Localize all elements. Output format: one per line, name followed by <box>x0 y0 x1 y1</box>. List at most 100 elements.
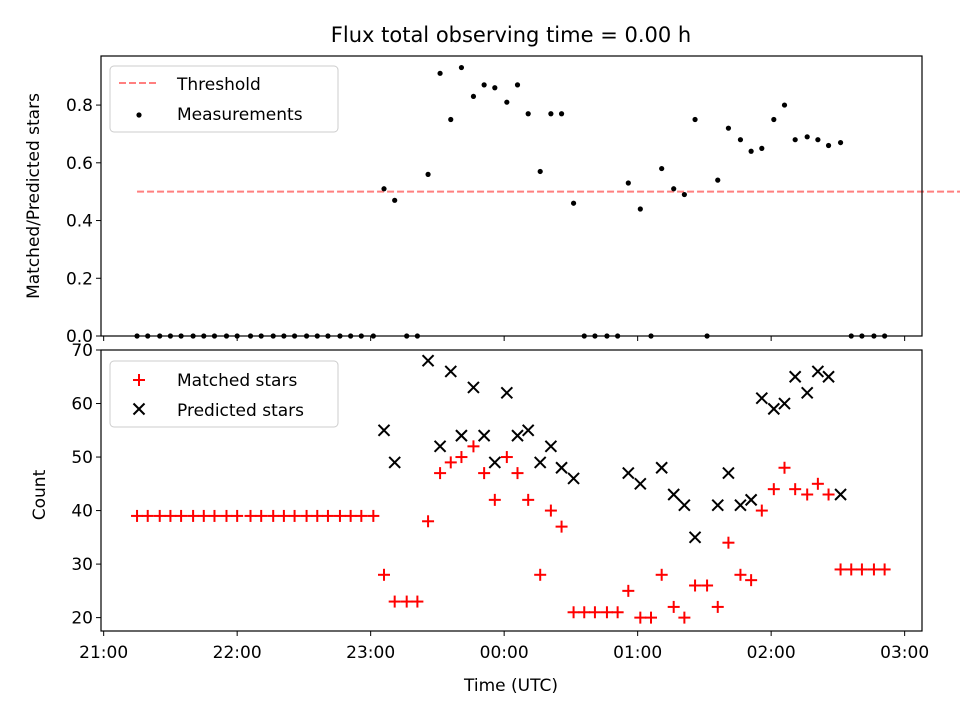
predicted-stars-point <box>744 493 758 507</box>
matched-stars-point <box>755 504 768 517</box>
matched-stars-point <box>488 493 501 506</box>
measurements-point <box>504 99 510 105</box>
legend-measurements-marker <box>136 112 142 118</box>
predicted-stars-point <box>377 424 391 437</box>
predicted-stars-point <box>567 472 580 485</box>
x-axis-label: Time (UTC) <box>463 676 558 696</box>
matched-stars-point <box>455 451 468 464</box>
y-tick-label: 70 <box>71 341 93 361</box>
predicted-stars-point <box>678 499 691 512</box>
matched-stars-point <box>378 568 391 581</box>
x-tick-label: 21:00 <box>79 643 128 663</box>
measurements-point <box>437 70 443 76</box>
matched-stars-point <box>655 568 668 581</box>
legend-matched-marker <box>133 374 145 386</box>
matched-stars-point <box>434 467 447 480</box>
predicted-stars-point <box>755 391 769 405</box>
bottom-y-axis-label: Count <box>30 469 50 520</box>
predicted-stars-point <box>811 365 825 378</box>
measurements-point <box>804 134 810 140</box>
measurements-point <box>825 142 832 149</box>
predicted-stars-point <box>622 466 635 480</box>
predicted-stars-point <box>488 456 502 469</box>
matched-stars-point <box>767 483 780 496</box>
matched-stars-point <box>544 504 557 517</box>
matched-stars-point <box>267 509 280 522</box>
chart-title: Flux total observing time = 0.00 h <box>331 23 691 47</box>
matched-stars-point <box>208 509 221 522</box>
matched-stars-point <box>855 563 868 576</box>
matched-stars-point <box>231 509 244 522</box>
measurements-point <box>815 137 821 143</box>
matched-stars-point <box>255 509 268 522</box>
measurements-point <box>792 137 798 143</box>
matched-stars-point <box>400 595 413 608</box>
predicted-stars-point <box>834 488 847 501</box>
matched-stars-point <box>321 509 334 522</box>
matched-stars-point <box>522 493 535 506</box>
measurements-point <box>748 148 754 154</box>
predicted-stars-point <box>711 499 724 512</box>
measurements-point <box>381 186 387 192</box>
matched-stars-point <box>511 467 524 480</box>
predicted-stars-point <box>634 477 647 491</box>
predicted-stars-point <box>544 440 558 453</box>
matched-stars-point <box>141 509 154 522</box>
matched-stars-point <box>355 509 368 522</box>
measurements-point <box>392 197 398 203</box>
bottom-plot-marks <box>131 354 891 624</box>
measurements-point <box>625 180 631 186</box>
matched-stars-point <box>711 600 724 613</box>
matched-stars-point <box>778 461 791 474</box>
x-tick-label: 01:00 <box>613 643 662 663</box>
predicted-stars-point <box>667 488 680 501</box>
matched-stars-point <box>153 509 166 522</box>
matched-stars-point <box>811 477 824 490</box>
predicted-stars-point <box>655 461 668 474</box>
y-tick-label: 0.6 <box>66 154 93 174</box>
matched-stars-point <box>734 568 747 581</box>
matched-stars-point <box>578 606 591 619</box>
measurements-point <box>771 116 777 123</box>
predicted-stars-point <box>388 456 401 469</box>
matched-stars-point <box>555 520 568 533</box>
x-tick-label: 00:00 <box>480 643 529 663</box>
y-tick-label: 0.0 <box>66 327 93 347</box>
measurements-point <box>837 139 844 146</box>
predicted-stars-point <box>688 531 702 544</box>
predicted-stars-point <box>421 354 435 367</box>
matched-stars-point <box>500 451 513 464</box>
x-tick-label: 23:00 <box>346 643 395 663</box>
predicted-stars-point <box>778 397 791 410</box>
matched-stars-point <box>834 563 847 576</box>
predicted-stars-point <box>477 429 491 442</box>
matched-stars-point <box>175 509 188 522</box>
predicted-stars-point <box>521 424 535 437</box>
matched-stars-point <box>534 568 547 581</box>
matched-stars-point <box>411 595 424 608</box>
measurements-point <box>715 177 721 183</box>
x-tick-label: 02:00 <box>747 643 796 663</box>
predicted-stars-point <box>444 365 457 378</box>
predicted-stars-point <box>511 429 524 442</box>
legend-matched-label: Matched stars <box>177 371 297 391</box>
measurements-point <box>781 102 788 108</box>
matched-stars-point <box>822 488 835 501</box>
matched-stars-point <box>600 606 613 619</box>
y-tick-label: 0.8 <box>66 96 93 116</box>
predicted-stars-point <box>822 370 835 383</box>
matched-stars-point <box>634 611 647 624</box>
predicted-stars-point <box>555 461 568 474</box>
matched-stars-point <box>667 600 680 613</box>
measurements-point <box>448 116 454 123</box>
measurements-point <box>525 111 531 117</box>
top-y-axis-label: Matched/Predicted stars <box>24 93 44 299</box>
y-tick-label: 0.2 <box>66 269 93 289</box>
matched-stars-point <box>344 509 357 522</box>
y-tick-label: 40 <box>71 502 93 522</box>
measurements-point <box>671 186 677 192</box>
matched-stars-point <box>801 488 814 501</box>
predicted-stars-point <box>767 402 781 416</box>
matched-stars-point <box>244 509 257 522</box>
predicted-stars-point <box>433 440 447 453</box>
